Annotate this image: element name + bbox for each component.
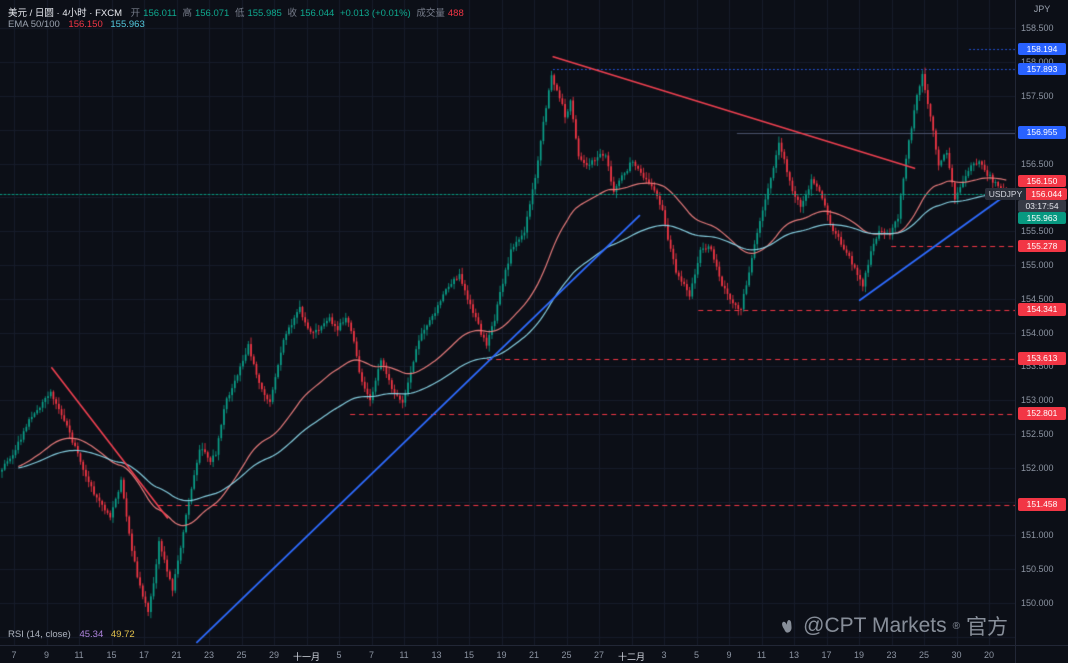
price-axis-label: 155.500 <box>1021 226 1054 237</box>
rsi-indicator-name: RSI (14, close) <box>8 629 71 640</box>
last-price-badge[interactable]: USDJPY 156.044 <box>984 187 1067 201</box>
time-axis-label: 19 <box>853 650 865 660</box>
ema50-badge[interactable]: 156.150 <box>1018 174 1066 188</box>
time-axis-label: 11 <box>74 650 84 660</box>
price-axis-label: 156.500 <box>1021 158 1054 169</box>
time-axis-label: 17 <box>138 650 150 660</box>
ema-indicator-name: EMA 50/100 <box>8 19 60 30</box>
price-axis[interactable]: JPY 158.500158.000157.500157.000156.5001… <box>1015 0 1068 645</box>
time-axis-label: 13 <box>788 650 800 660</box>
price-level-badge[interactable]: 152.801 <box>1018 407 1066 420</box>
low-value: 155.985 <box>247 8 282 19</box>
open-value: 156.011 <box>143 8 177 19</box>
time-axis-label: 5 <box>336 650 342 660</box>
price-level-badge[interactable]: 151.458 <box>1018 498 1066 511</box>
rsi-indicator-legend[interactable]: RSI (14, close) 45.34 49.72 <box>8 629 135 640</box>
watermark-reg-mark: ® <box>952 620 960 632</box>
volume-value: 488 <box>447 8 464 19</box>
rsi-ma-value: 49.72 <box>110 629 135 640</box>
time-axis-label: 3 <box>661 650 667 660</box>
rsi-value: 45.34 <box>79 629 104 640</box>
time-axis-label: 5 <box>693 650 700 660</box>
price-axis-label: 153.000 <box>1021 395 1054 406</box>
price-level-badge[interactable]: 154.341 <box>1018 303 1066 316</box>
price-axis-label: 155.000 <box>1021 260 1054 271</box>
ema-indicator-legend[interactable]: EMA 50/100 156.150 155.963 <box>8 19 145 30</box>
price-level-badge[interactable]: 155.278 <box>1018 239 1066 253</box>
time-axis-label: 27 <box>593 650 605 660</box>
time-axis-label: 13 <box>431 650 442 660</box>
last-price-symbol: USDJPY <box>984 187 1027 201</box>
watermark-text: @CPT Markets <box>803 614 947 637</box>
price-level-badge[interactable]: 156.955 <box>1018 126 1066 139</box>
time-axis-label: 25 <box>918 650 930 660</box>
high-value: 156.071 <box>194 8 230 19</box>
time-axis-label: 19 <box>496 650 507 660</box>
broker-watermark: @CPT Markets ® 官方 <box>778 611 1008 641</box>
price-level-badge[interactable]: 153.613 <box>1018 352 1066 365</box>
time-axis-label: 15 <box>106 650 117 660</box>
time-axis-label: 11 <box>399 650 409 660</box>
ema50-value: 156.150 <box>68 19 103 30</box>
price-axis-label: 158.000 <box>1021 57 1054 67</box>
price-level-badge[interactable]: 158.194 <box>1018 42 1066 56</box>
axis-currency-label: JPY <box>1033 4 1051 14</box>
price-axis-label: 152.500 <box>1021 429 1054 440</box>
time-axis-label: 9 <box>43 650 50 660</box>
open-label: 开 <box>130 8 141 19</box>
time-axis-label: 7 <box>368 650 375 660</box>
time-axis-label: 20 <box>983 650 995 660</box>
price-axis-label: 151.000 <box>1021 530 1054 541</box>
price-axis-label: 154.500 <box>1021 293 1054 304</box>
price-axis-label: 152.000 <box>1021 462 1054 473</box>
watermark-suffix: 官方 <box>966 616 1008 639</box>
time-axis-label: 25 <box>236 650 247 660</box>
time-axis-label: 9 <box>726 650 732 660</box>
price-axis-label: 150.000 <box>1021 598 1054 609</box>
axis-corner <box>1015 645 1068 663</box>
symbol-legend[interactable]: 美元 / 日圆 · 4小时 · FXCM 开 156.011 高 156.071 低… <box>8 5 467 19</box>
time-axis-month-label: 十一月 <box>292 652 321 662</box>
time-axis-label: 21 <box>171 650 182 660</box>
time-axis-label: 15 <box>463 650 475 660</box>
candlestick-chart-canvas[interactable] <box>0 0 1015 645</box>
close-value: 156.044 <box>299 8 335 19</box>
time-axis-label: 23 <box>203 650 215 660</box>
time-axis-label: 30 <box>951 650 962 660</box>
time-axis-label: 25 <box>561 650 572 660</box>
time-axis-label: 17 <box>821 650 832 660</box>
time-axis-label: 29 <box>268 650 280 660</box>
price-axis-label: 154.000 <box>1021 327 1054 338</box>
close-label: 收 <box>287 8 297 19</box>
price-level-badge[interactable]: 157.893 <box>1018 62 1066 76</box>
price-axis-label: 150.500 <box>1021 564 1054 575</box>
symbol-title[interactable]: 美元 / 日圆 · 4小时 · FXCM <box>8 8 123 19</box>
ema100-badge[interactable]: 155.963 <box>1018 211 1066 225</box>
low-label: 低 <box>234 8 245 19</box>
ema100-value: 155.963 <box>110 19 145 30</box>
time-axis-label: 23 <box>886 650 897 660</box>
price-axis-label: 158.500 <box>1021 23 1054 34</box>
cpt-markets-logo-icon <box>778 616 798 636</box>
high-label: 高 <box>182 8 192 19</box>
last-time-badge: 03:17:54 <box>1018 199 1066 213</box>
time-axis-month-label: 十二月 <box>617 652 646 662</box>
change-value: +0.013 (+0.01%) <box>339 8 411 19</box>
time-axis-label: 11 <box>756 650 767 660</box>
time-axis-label: 7 <box>11 650 17 660</box>
volume-label: 成交量 <box>416 8 445 19</box>
price-axis-label: 153.500 <box>1021 361 1054 372</box>
time-axis-label: 21 <box>528 650 540 660</box>
time-axis[interactable]: 7 9 11 15 17 21 23 25 29 十一月 5 7 11 13 15 19 21 25 27 十二月 3 5… <box>0 645 1015 663</box>
price-axis-label: 157.500 <box>1021 91 1054 101</box>
last-price-value: 156.044 <box>1026 187 1067 201</box>
